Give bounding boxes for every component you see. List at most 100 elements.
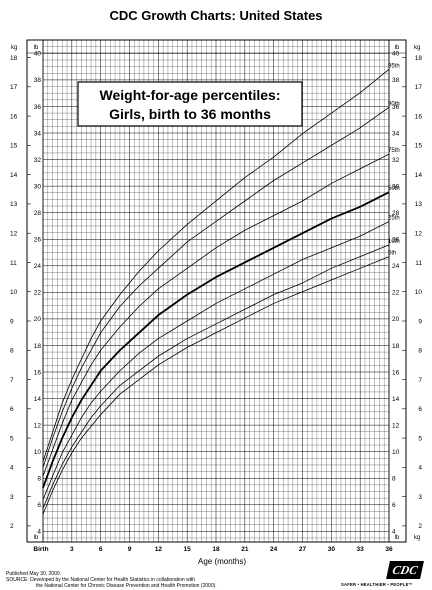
y-tick-lb-left: 28: [34, 210, 42, 217]
y-tick-kg-right: 16: [415, 113, 423, 120]
grid: [42, 39, 390, 542]
x-tick-label: 18: [212, 546, 220, 553]
y-tick-kg-left: 6: [10, 406, 14, 413]
y-tick-lb-left: 36: [34, 104, 42, 111]
y-tick-kg-left: 17: [10, 84, 18, 91]
y-tick-lb-left: 30: [34, 183, 42, 190]
y-tick-kg-left: 13: [10, 201, 18, 208]
x-axis-title: Age (months): [198, 557, 246, 566]
percentile-curve-5th: [42, 256, 390, 515]
y-tick-lb-left: 6: [37, 502, 41, 509]
percentile-label-10th: 10th: [388, 239, 400, 245]
y-tick-lb-left: 10: [34, 449, 42, 456]
y-tick-kg-right: 3: [418, 494, 422, 501]
y-tick-kg-right: 8: [418, 348, 422, 355]
y-tick-lb-left: 4: [37, 529, 41, 536]
y-tick-lb-left: 14: [34, 396, 42, 403]
unit-label-kg-right: kg: [414, 45, 420, 51]
y-tick-kg-left: 15: [10, 143, 18, 150]
unit-label-kg-right-bottom: kg: [414, 535, 420, 541]
y-tick-lb-right: 24: [392, 263, 400, 270]
footer-source-continued: the National Center for Chronic Disease …: [36, 583, 217, 589]
y-tick-kg-right: 13: [415, 201, 423, 208]
y-tick-kg-left: 16: [10, 113, 18, 120]
y-tick-kg-left: 18: [10, 55, 18, 62]
x-tick-label: 15: [184, 546, 192, 553]
y-tick-lb-right: 8: [392, 476, 396, 483]
x-tick-label: 27: [299, 546, 307, 553]
chart-subtitle: Girls, birth to 36 months: [109, 106, 271, 122]
x-tick-label: 21: [241, 546, 249, 553]
y-tick-lb-right: 40: [392, 51, 400, 58]
y-tick-kg-right: 9: [418, 318, 422, 325]
y-tick-lb-left: 22: [34, 290, 42, 297]
y-tick-lb-left: 26: [34, 237, 42, 244]
y-tick-kg-left: 14: [10, 172, 18, 179]
percentile-curves: 5th 10th 25th 50th 75th 90th 95th: [42, 63, 400, 515]
y-tick-lb-right: 38: [392, 77, 400, 84]
percentile-curve-10th: [42, 244, 390, 509]
percentile-label-25th: 25th: [388, 215, 400, 221]
x-tick-label: 33: [357, 546, 365, 553]
y-tick-kg-left: 5: [10, 435, 14, 442]
x-tick-label: Birth: [33, 546, 48, 553]
percentile-label-90th: 90th: [388, 101, 400, 107]
y-tick-kg-right: 2: [418, 523, 422, 530]
y-tick-kg-right: 12: [415, 230, 423, 237]
percentile-label-75th: 75th: [388, 148, 400, 154]
y-tick-kg-right: 7: [418, 377, 422, 384]
percentile-label-50th: 50th: [388, 186, 400, 192]
y-tick-lb-right: 34: [392, 130, 400, 137]
y-tick-lb-right: 4: [392, 529, 396, 536]
x-tick-label: 36: [385, 546, 393, 553]
y-tick-lb-left: 40: [34, 51, 42, 58]
unit-label-lb-right: lb: [395, 45, 400, 51]
footer-published: Published May 30, 2000.: [6, 571, 62, 577]
y-tick-lb-right: 36: [392, 104, 400, 111]
percentile-label-95th: 95th: [388, 63, 400, 69]
y-tick-kg-left: 3: [10, 494, 14, 501]
y-tick-kg-right: 11: [415, 260, 422, 267]
y-tick-lb-right: 30: [392, 183, 400, 190]
y-tick-lb-left: 32: [34, 157, 42, 164]
y-tick-lb-left: 18: [34, 343, 42, 350]
cdc-logo: CDC: [386, 561, 424, 579]
y-tick-lb-left: 38: [34, 77, 42, 84]
y-tick-lb-right: 22: [392, 290, 400, 297]
x-tick-label: 12: [155, 546, 163, 553]
y-tick-lb-right: 10: [392, 449, 400, 456]
y-tick-lb-left: 20: [34, 316, 42, 323]
y-tick-lb-right: 14: [392, 396, 400, 403]
title-box: [77, 81, 303, 127]
y-tick-lb-left: 34: [34, 130, 42, 137]
y-tick-lb-right: 16: [392, 369, 400, 376]
y-tick-kg-left: 10: [10, 289, 18, 296]
y-tick-kg-left: 11: [10, 260, 17, 267]
y-tick-kg-left: 12: [10, 230, 18, 237]
y-tick-lb-right: 20: [392, 316, 400, 323]
cdc-tagline: SAFER • HEALTHIER • PEOPLE™: [341, 582, 414, 587]
y-tick-lb-right: 32: [392, 157, 400, 164]
y-tick-kg-right: 6: [418, 406, 422, 413]
x-tick-label: 9: [128, 546, 132, 553]
y-tick-kg-right: 18: [415, 55, 423, 62]
unit-label-kg-outer: kg: [11, 45, 17, 51]
y-tick-kg-right: 10: [415, 289, 423, 296]
y-tick-kg-right: 17: [415, 84, 423, 91]
y-tick-kg-right: 15: [415, 143, 423, 150]
y-tick-kg-right: 5: [418, 435, 422, 442]
unit-label-lb-left-bottom: lb: [34, 535, 39, 541]
x-tick-label: 6: [99, 546, 103, 553]
y-tick-kg-right: 14: [415, 172, 423, 179]
percentile-label-5th: 5th: [388, 251, 396, 257]
footer-source: SOURCE: Developed by the National Center…: [6, 577, 195, 583]
y-tick-kg-left: 8: [10, 348, 14, 355]
y-tick-lb-right: 26: [392, 237, 400, 244]
y-tick-kg-right: 4: [418, 465, 422, 472]
y-tick-kg-left: 9: [10, 318, 14, 325]
y-tick-kg-left: 4: [10, 465, 14, 472]
y-tick-lb-left: 16: [34, 369, 42, 376]
y-tick-lb-left: 12: [34, 422, 42, 429]
page-title: CDC Growth Charts: United States: [109, 8, 323, 23]
